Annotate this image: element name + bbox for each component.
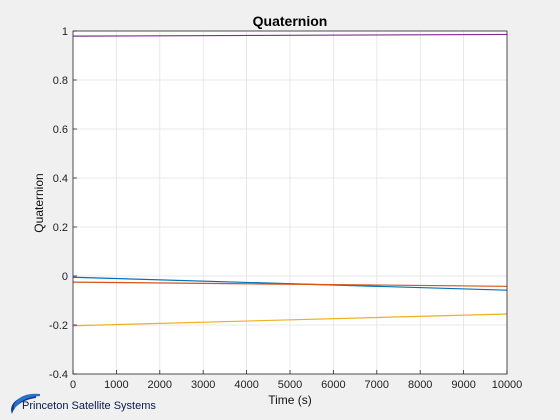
y-tick-label: -0.2 [49, 320, 68, 332]
x-axis: 0 1000 2000 3000 4000 5000 6000 7000 8000 9000 100… [70, 370, 522, 391]
x-tick-label: 0 [70, 379, 76, 391]
y-tick-label: 0.2 [53, 222, 68, 234]
y-tick-label: -0.4 [49, 369, 68, 381]
x-tick-label: 4000 [234, 379, 258, 391]
series-line-3 [72, 313, 508, 327]
x-tick-label: 8000 [408, 379, 432, 391]
x-tick-label: 9000 [451, 379, 475, 391]
y-axis: -0.4 -0.2 0 0.2 0.4 0.6 0.8 1 [49, 26, 77, 381]
series-line-2 [72, 281, 508, 287]
swoosh-icon [11, 393, 40, 414]
series-line-4 [72, 33, 508, 37]
y-tick-label: 0.4 [53, 173, 68, 185]
y-axis-label: Quaternion [32, 173, 46, 232]
series-layer [72, 33, 508, 327]
y-tick-label: 0 [62, 271, 68, 283]
y-tick-label: 0.8 [53, 75, 68, 87]
company-logo: Princeton Satellite Systems [6, 392, 206, 418]
x-tick-label: 10000 [492, 379, 523, 391]
x-tick-label: 1000 [104, 379, 128, 391]
x-axis-label: Time (s) [268, 393, 312, 407]
logo-text: Princeton Satellite Systems [22, 400, 156, 412]
x-tick-label: 6000 [321, 379, 345, 391]
y-tick-label: 1 [62, 26, 68, 38]
x-tick-label: 7000 [365, 379, 389, 391]
x-tick-label: 3000 [191, 379, 215, 391]
x-tick-label: 5000 [278, 379, 302, 391]
y-tick-label: 0.6 [53, 124, 68, 136]
x-tick-label: 2000 [148, 379, 172, 391]
chart-title: Quaternion [253, 13, 328, 29]
